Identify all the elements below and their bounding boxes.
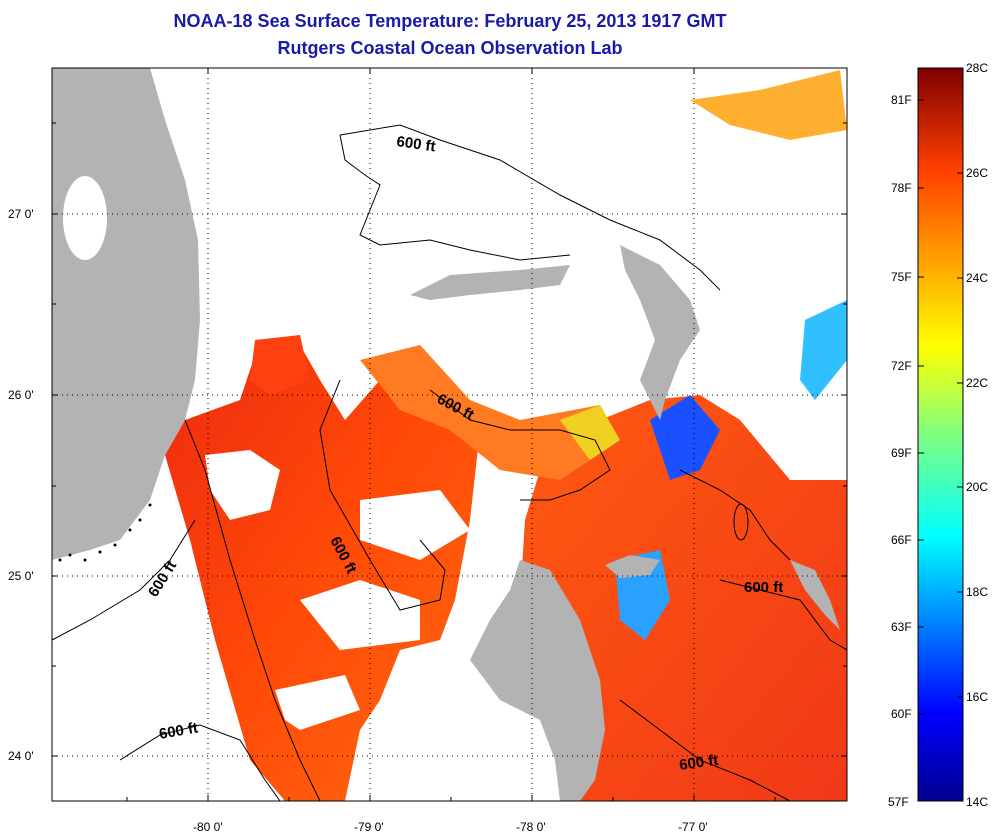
lake-okeechobee	[63, 176, 107, 260]
cb-c-24: 24C	[966, 271, 988, 285]
map-title: NOAA-18 Sea Surface Temperature: Februar…	[173, 11, 727, 31]
cb-c-28: 28C	[966, 61, 988, 75]
cool-patch-ne	[800, 300, 847, 400]
cloud-blank-1	[205, 450, 280, 520]
contour-label-southwest: 600 ft	[158, 719, 200, 743]
cb-f-69: 69F	[891, 446, 912, 460]
lat-label-24: 24 0'	[8, 749, 34, 763]
lat-label-25: 25 0'	[8, 569, 34, 583]
contour-label-north: 600 ft	[395, 133, 436, 155]
keys-islands	[58, 503, 152, 562]
cloud-blank-2	[300, 580, 420, 650]
lon-label-77: -77 0'	[678, 820, 708, 834]
isobath-600ft	[52, 124, 847, 801]
sst-field-central	[360, 345, 620, 480]
cb-f-63: 63F	[891, 620, 912, 634]
lat-label-26: 26 0'	[8, 388, 34, 402]
cb-f-75: 75F	[891, 270, 912, 284]
cloud-blank-3	[360, 490, 470, 560]
cb-c-26: 26C	[966, 166, 988, 180]
cool-patch-east	[650, 395, 720, 480]
cb-f-78: 78F	[891, 181, 912, 195]
cb-c-20: 20C	[966, 480, 988, 494]
lat-label-27: 27 0'	[8, 207, 34, 221]
colorbar-ticks	[918, 67, 963, 715]
cb-f-81: 81F	[891, 93, 912, 107]
contour-label-south: 600 ft	[678, 752, 719, 774]
contour-label-east: 600 ft	[744, 579, 783, 596]
abaco-land	[620, 245, 700, 420]
warm-patch-yellow	[560, 405, 620, 460]
lon-label-79: -79 0'	[354, 820, 384, 834]
eleuthera-land	[605, 555, 660, 578]
lon-label-78: -78 0'	[516, 820, 546, 834]
cb-c-18: 18C	[966, 585, 988, 599]
andros-land	[470, 560, 605, 801]
cb-f-60: 60F	[891, 707, 912, 721]
warm-patch-north	[250, 335, 310, 395]
graticule	[52, 68, 847, 801]
colorbar	[917, 67, 964, 802]
cb-f-66: 66F	[891, 533, 912, 547]
cb-f-72: 72F	[891, 359, 912, 373]
lon-label-80: -80 0'	[193, 820, 223, 834]
warm-patch-ne	[690, 70, 847, 140]
grand-bahama-land	[410, 265, 570, 300]
axis-ticks	[52, 68, 847, 801]
exuma-land	[790, 560, 840, 630]
cb-c-16: 16C	[966, 690, 988, 704]
cb-c-14: 14C	[966, 795, 988, 809]
cb-c-22: 22C	[966, 376, 988, 390]
cloud-blank-4	[275, 675, 360, 730]
map-frame	[51, 67, 848, 802]
cb-f-57: 57F	[888, 795, 909, 809]
map-subtitle: Rutgers Coastal Ocean Observation Lab	[277, 38, 623, 58]
